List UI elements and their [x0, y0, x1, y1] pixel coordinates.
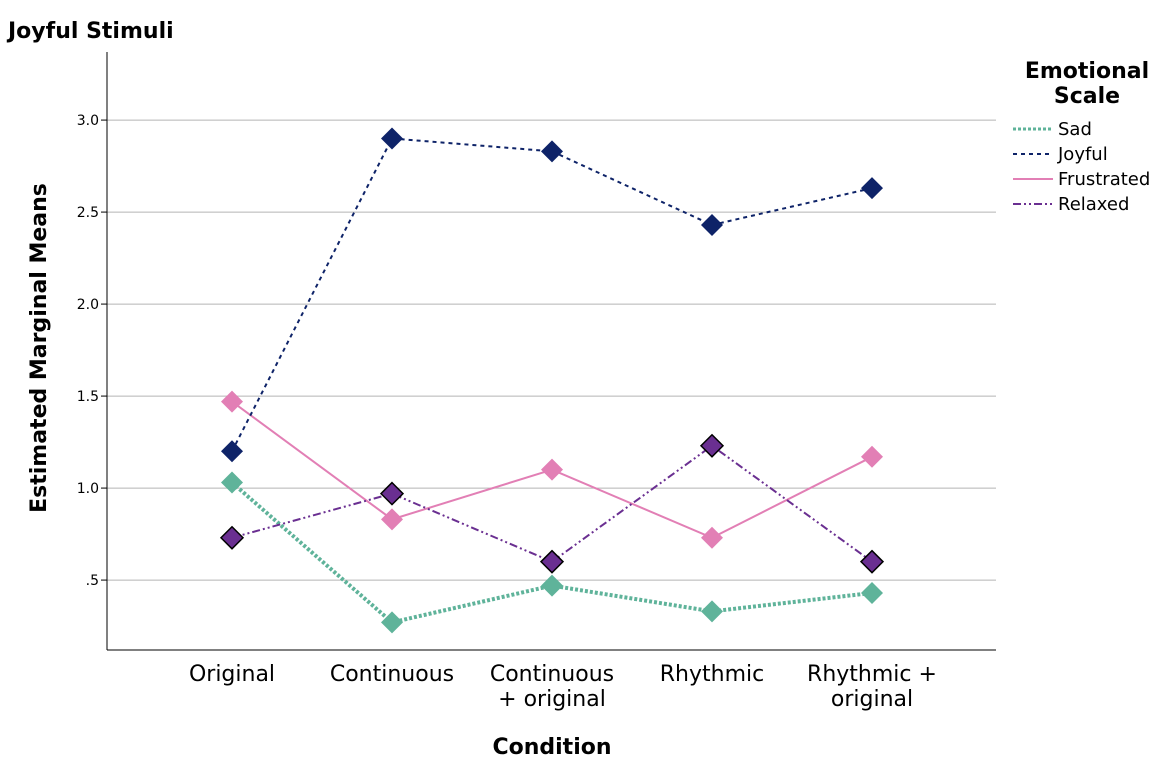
legend-title-line-1: Emotional	[1025, 59, 1149, 84]
marker-sad	[861, 581, 883, 604]
series-line-joyful	[231, 137, 873, 452]
y-tick-label: 3.0	[77, 113, 99, 129]
x-tick-label: + original	[498, 687, 606, 712]
marker-relaxed	[859, 549, 885, 574]
marker-joyful	[701, 213, 723, 236]
marker-joyful	[541, 140, 563, 163]
x-axis-ticks: Original Continuous Continuous+ originalRh…	[189, 662, 937, 712]
marker-sad	[381, 611, 403, 634]
x-tick-label: Continuous	[490, 662, 614, 687]
x-tick-label: Rhythmic +	[807, 662, 937, 687]
legend-label-frustrated: Frustrated	[1058, 169, 1150, 190]
marker-sad	[541, 574, 563, 597]
marker-joyful	[381, 127, 403, 150]
legend-label-joyful: Joyful	[1057, 144, 1108, 165]
series-layer	[219, 127, 885, 634]
legend-label-relaxed: Relaxed	[1058, 194, 1129, 215]
marker-joyful	[861, 177, 883, 200]
marker-frustrated	[861, 445, 883, 468]
y-tick-label: .5	[86, 573, 99, 589]
marker-relaxed	[699, 433, 725, 458]
marker-relaxed	[539, 549, 565, 574]
y-tick-label: 2.0	[77, 297, 99, 313]
legend-items: Sad Joyful Frustrated Relaxed	[1013, 119, 1150, 215]
legend: Emotional Scale Sad Joyful Frustrated Relax…	[1013, 59, 1150, 215]
legend-title-line-2: Scale	[1054, 84, 1120, 109]
marker-relaxed	[379, 481, 405, 506]
gridlines	[107, 119, 996, 581]
marker-joyful	[221, 440, 243, 463]
chart-title: Joyful Stimuli	[6, 19, 174, 44]
marker-frustrated	[381, 508, 403, 531]
x-tick-label: Original	[189, 662, 275, 687]
x-tick-label: original	[831, 687, 913, 712]
legend-label-sad: Sad	[1058, 119, 1092, 140]
marker-frustrated	[701, 526, 723, 549]
y-tick-label: 2.5	[77, 205, 99, 221]
marker-sad	[701, 600, 723, 623]
y-axis-ticks: .5 1.0 1.5 2.0 2.5 3.0	[77, 113, 107, 589]
marker-relaxed	[219, 525, 245, 550]
marker-frustrated	[221, 390, 243, 413]
marker-frustrated	[541, 458, 563, 481]
y-axis-title: Estimated Marginal Means	[27, 183, 52, 513]
x-tick-label: Continuous	[330, 662, 454, 687]
x-tick-label: Rhythmic	[660, 662, 764, 687]
x-axis-title: Condition	[492, 735, 611, 760]
y-tick-label: 1.5	[77, 389, 99, 405]
marker-sad	[221, 471, 243, 494]
y-tick-label: 1.0	[77, 481, 99, 497]
